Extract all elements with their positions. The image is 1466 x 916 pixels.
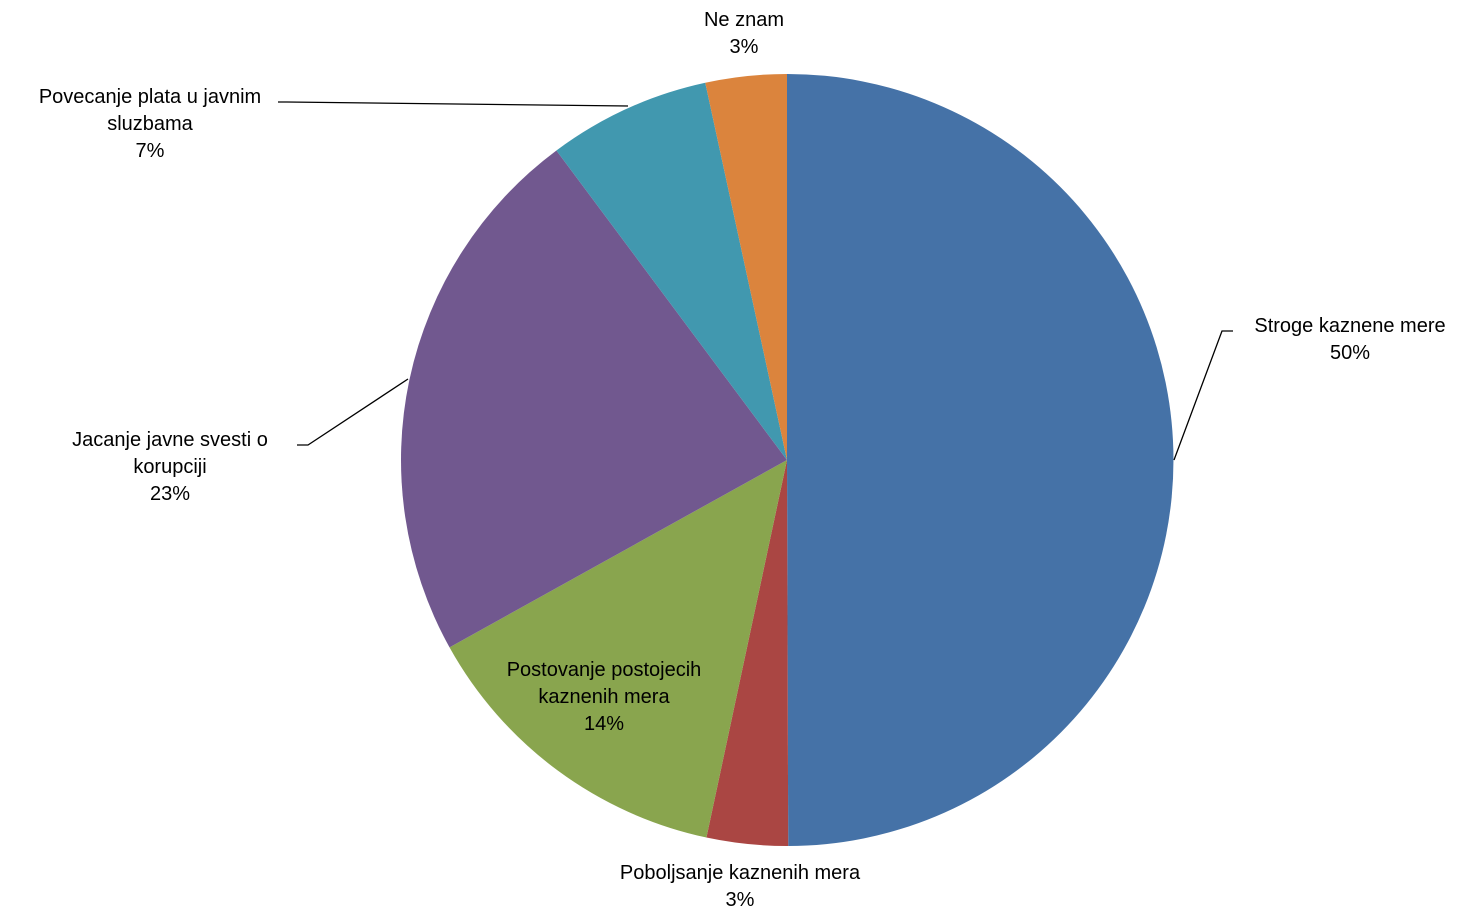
pie-slice-poboljsanje-kaznenih-mera xyxy=(706,460,789,847)
pie-slice-ne-znam xyxy=(705,74,787,460)
leader-line-stroge xyxy=(1173,330,1233,461)
data-label-povecanje: Povecanje plata u javnim sluzbama 7% xyxy=(38,86,262,162)
leader-line-povecanje xyxy=(278,101,629,107)
leader-line-jacanje xyxy=(297,378,409,446)
pie-slice-jacanje-javne-svesti-o-korupciji xyxy=(401,150,787,648)
data-label-postovanje: Postovanje postojecih kaznenih mera 14% xyxy=(506,659,702,735)
pie-slice-stroge-kaznene-mere xyxy=(787,73,1174,847)
data-label-stroge: Stroge kaznene mere 50% xyxy=(1254,315,1446,364)
data-label-jacanje: Jacanje javne svesti o korupciji 23% xyxy=(72,429,268,505)
pie-slice-povecanje-plata-u-javnim-sluzbama xyxy=(556,82,787,460)
data-label-ne-znam: Ne znam 3% xyxy=(703,9,785,58)
pie-slice-postovanje-postojecih-kaznenih-mera xyxy=(449,460,787,838)
data-label-poboljsanje: Poboljsanje kaznenih mera 3% xyxy=(619,862,861,911)
